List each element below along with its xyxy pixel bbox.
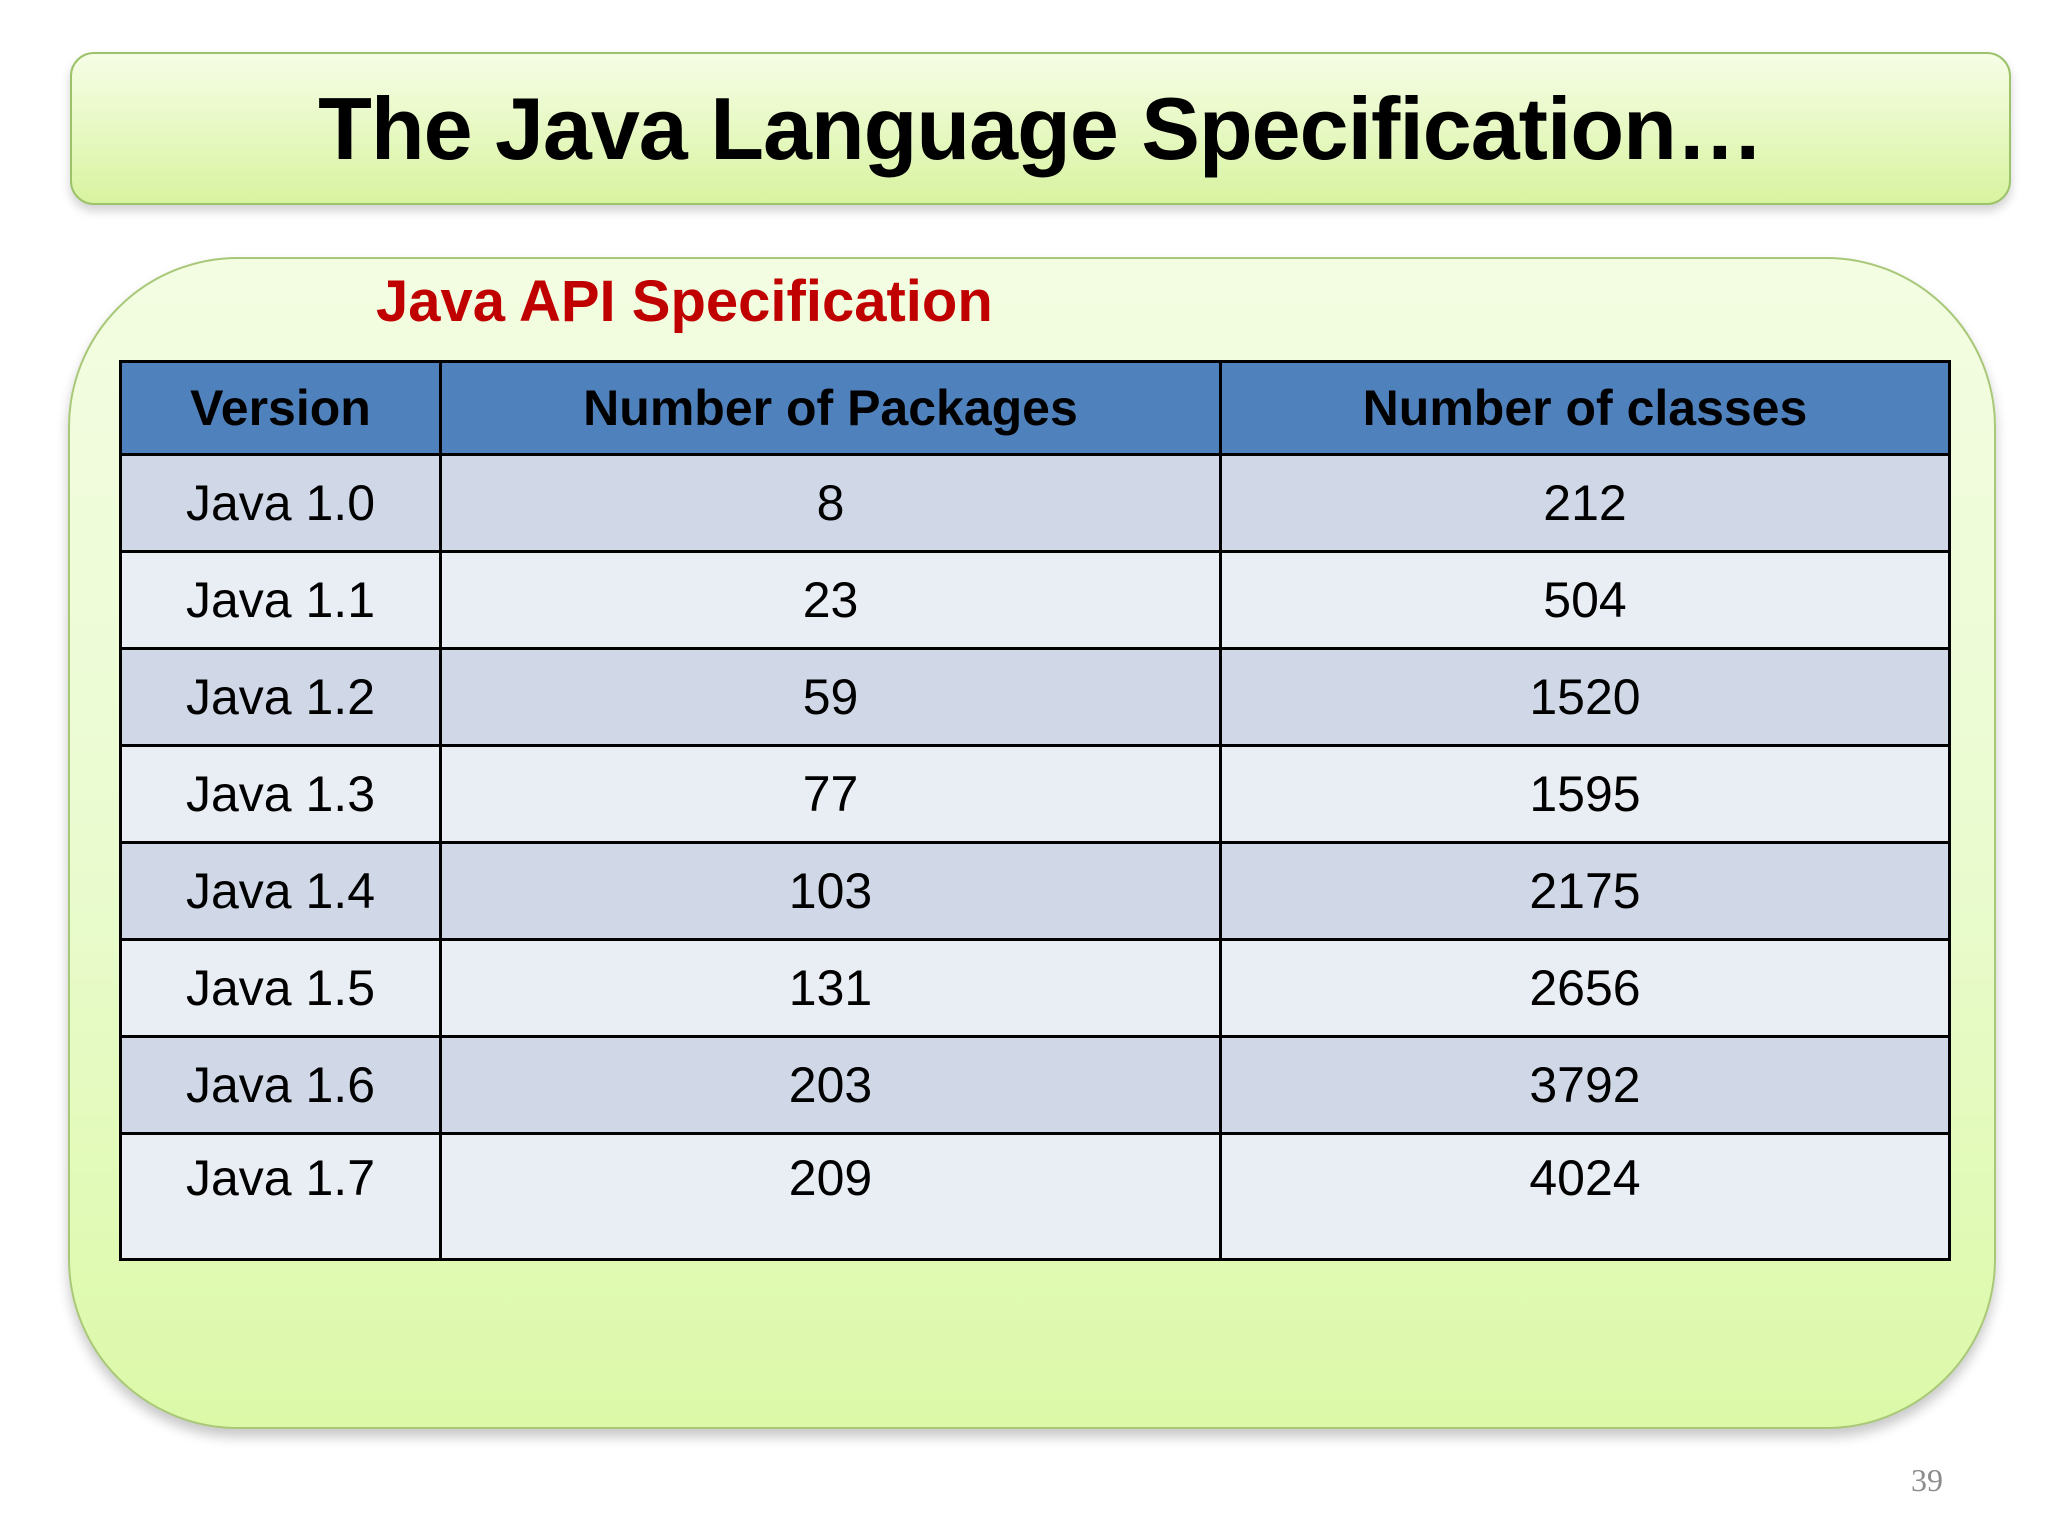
cell-classes: 3792 [1219, 1035, 1951, 1135]
table-row: Java 1.6 203 3792 [119, 1035, 1951, 1135]
cell-version: Java 1.5 [119, 938, 442, 1038]
cell-version: Java 1.4 [119, 841, 442, 941]
slide-title: The Java Language Specification… [318, 78, 1764, 178]
section-subtitle: Java API Specification [376, 269, 993, 334]
table-row: Java 1.0 8 212 [119, 453, 1951, 553]
cell-classes: 2175 [1219, 841, 1951, 941]
cell-version: Java 1.1 [119, 550, 442, 650]
table-row: Java 1.4 103 2175 [119, 841, 1951, 941]
cell-classes: 1520 [1219, 647, 1951, 747]
api-spec-table: Version Number of Packages Number of cla… [119, 360, 1951, 1261]
cell-packages: 23 [439, 550, 1222, 650]
cell-packages: 131 [439, 938, 1222, 1038]
cell-version: Java 1.6 [119, 1035, 442, 1135]
title-bar: The Java Language Specification… [70, 52, 2011, 205]
cell-version: Java 1.3 [119, 744, 442, 844]
cell-packages: 209 [439, 1132, 1222, 1261]
header-version: Version [119, 360, 442, 456]
cell-packages: 103 [439, 841, 1222, 941]
page-number: 39 [1911, 1462, 1943, 1498]
cell-classes: 2656 [1219, 938, 1951, 1038]
cell-packages: 8 [439, 453, 1222, 553]
table-row: Java 1.5 131 2656 [119, 938, 1951, 1038]
cell-version: Java 1.2 [119, 647, 442, 747]
table-row: Java 1.1 23 504 [119, 550, 1951, 650]
header-packages: Number of Packages [439, 360, 1222, 456]
cell-classes: 1595 [1219, 744, 1951, 844]
header-classes: Number of classes [1219, 360, 1951, 456]
cell-classes: 4024 [1219, 1132, 1951, 1261]
cell-packages: 77 [439, 744, 1222, 844]
cell-packages: 59 [439, 647, 1222, 747]
cell-packages: 203 [439, 1035, 1222, 1135]
cell-version: Java 1.0 [119, 453, 442, 553]
cell-classes: 504 [1219, 550, 1951, 650]
table-header-row: Version Number of Packages Number of cla… [119, 360, 1951, 456]
cell-version: Java 1.7 [119, 1132, 442, 1261]
table-row: Java 1.3 77 1595 [119, 744, 1951, 844]
table-row: Java 1.7 209 4024 [119, 1132, 1951, 1261]
table-row: Java 1.2 59 1520 [119, 647, 1951, 747]
cell-classes: 212 [1219, 453, 1951, 553]
